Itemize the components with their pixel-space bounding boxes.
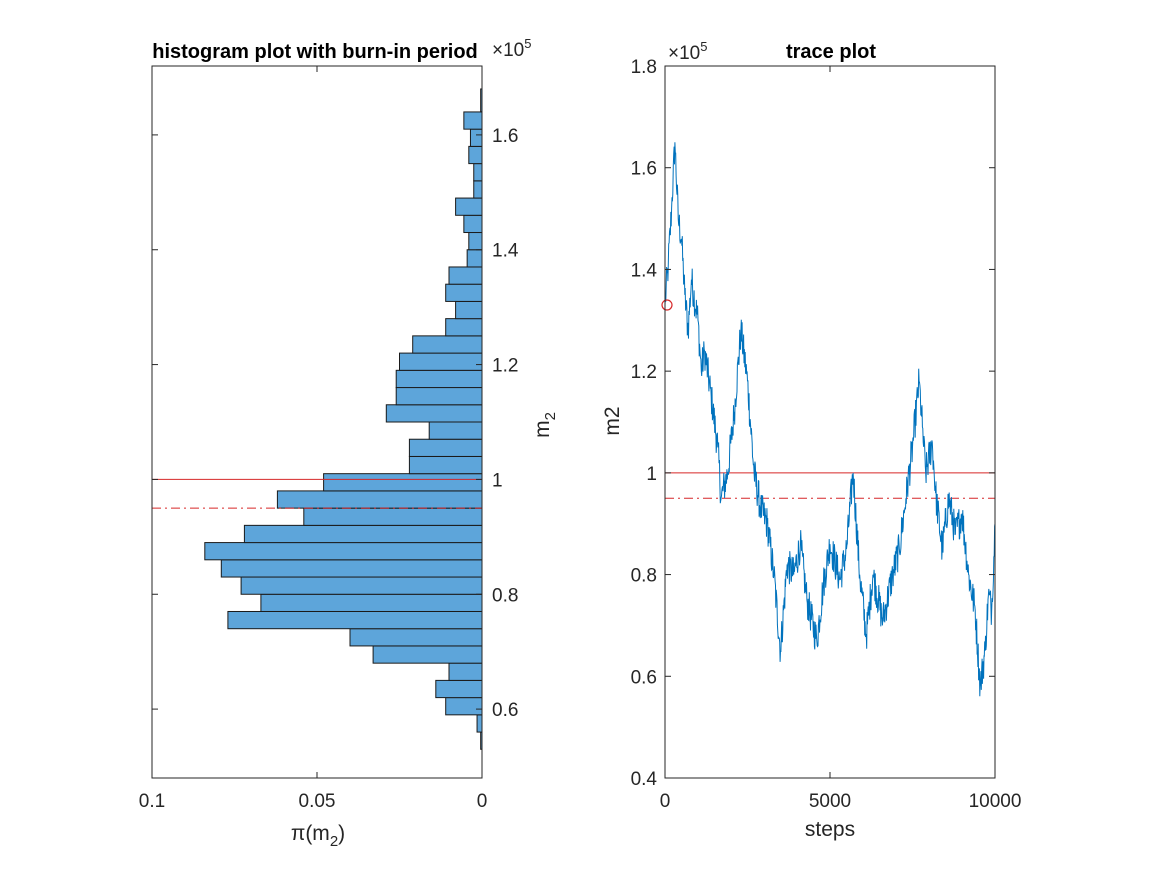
- histogram-bar: [466, 249, 483, 268]
- trace-x-tick-label: 5000: [809, 791, 851, 812]
- trace-y-tick-label: 1.8: [631, 57, 657, 78]
- histogram-y-tick-label: 1.4: [492, 241, 519, 262]
- histogram-bar: [463, 111, 483, 130]
- trace-y-tick-label: 0.8: [631, 566, 657, 587]
- trace-x-label: steps: [805, 818, 855, 841]
- histogram-y-tick-label: 1.6: [492, 126, 518, 147]
- histogram-bar: [227, 610, 483, 630]
- histogram-panel: histogram plot with burn-in period 0.1 0.…: [139, 36, 559, 850]
- trace-y-tick-label: 0.6: [631, 667, 657, 688]
- trace-line: [664, 142, 996, 697]
- histogram-bar: [468, 145, 483, 165]
- histogram-bar: [428, 421, 483, 440]
- trace-x-tick-label: 0: [660, 791, 671, 812]
- histogram-y-exponent: ×105: [492, 36, 531, 61]
- histogram-x-ticks: 0.1 0.05 0: [139, 66, 488, 812]
- histogram-bar: [476, 714, 483, 733]
- trace-y-tick-label: 1.4: [631, 260, 658, 281]
- histogram-x-tick-label: 0: [477, 791, 488, 812]
- histogram-y-tick-label: 0.6: [492, 700, 518, 721]
- trace-reference-lines: [665, 472, 995, 499]
- histogram-bar: [243, 524, 483, 544]
- trace-y-exponent: ×105: [668, 39, 707, 64]
- trace-y-tick-label: 1.6: [631, 159, 657, 180]
- histogram-title: histogram plot with burn-in period: [152, 41, 478, 63]
- histogram-bar: [408, 438, 483, 457]
- histogram-bar: [323, 473, 483, 492]
- histogram-bar: [469, 128, 483, 147]
- histogram-bar: [395, 369, 483, 389]
- histogram-bars: [204, 88, 483, 750]
- trace-y-ticks: 0.4 0.6 0.8 1 1.2 1.4 1.6 1.8: [631, 57, 995, 790]
- histogram-bar: [448, 266, 483, 285]
- trace-y-tick-label: 0.4: [631, 769, 658, 790]
- histogram-bar: [412, 335, 483, 354]
- histogram-bar: [276, 490, 483, 509]
- trace-y-label: m2: [601, 406, 624, 435]
- histogram-bar: [473, 163, 483, 182]
- histogram-bar: [372, 645, 483, 664]
- histogram-bar: [240, 576, 483, 595]
- histogram-y-label: m2: [531, 412, 559, 438]
- trace-x-ticks: 0 5000 10000: [660, 66, 1022, 812]
- trace-y-tick-label: 1.2: [631, 362, 657, 383]
- histogram-bar: [445, 697, 483, 716]
- histogram-bar: [399, 352, 483, 371]
- histogram-y-tick-label: 0.8: [492, 585, 518, 606]
- histogram-y-tick-label: 1.2: [492, 356, 518, 377]
- histogram-bar: [204, 542, 483, 561]
- histogram-y-tick-label: 1: [492, 470, 503, 491]
- histogram-bar: [220, 559, 483, 578]
- histogram-bar: [445, 283, 483, 302]
- histogram-bar: [385, 404, 483, 423]
- histogram-bar: [468, 232, 483, 251]
- histogram-bar: [445, 318, 483, 337]
- histogram-reference-lines: [152, 478, 482, 509]
- histogram-bar: [455, 197, 483, 216]
- histogram-x-tick-label: 0.05: [299, 791, 336, 812]
- histogram-y-ticks: 0.6 0.8 1 1.2 1.4 1.6: [152, 126, 519, 721]
- histogram-bar: [463, 214, 483, 234]
- trace-title: trace plot: [786, 41, 876, 63]
- histogram-bar: [455, 300, 483, 320]
- trace-y-tick-label: 1: [646, 464, 657, 485]
- histogram-bar: [448, 662, 483, 681]
- trace-start-marker: [661, 299, 673, 311]
- histogram-x-label: π(m2): [291, 822, 345, 850]
- histogram-bar: [408, 455, 483, 475]
- trace-x-tick-label: 10000: [969, 791, 1022, 812]
- histogram-bar: [395, 387, 483, 406]
- histogram-x-tick-label: 0.1: [139, 791, 165, 812]
- histogram-bar: [435, 679, 483, 699]
- histogram-bar: [473, 180, 483, 199]
- trace-panel: trace plot 0 5000 10000 0.4 0.6 0.8 1 1.2 1.4 1.…: [601, 39, 1021, 841]
- histogram-bar: [260, 593, 483, 612]
- histogram-bar: [303, 507, 483, 526]
- histogram-bar: [349, 628, 483, 647]
